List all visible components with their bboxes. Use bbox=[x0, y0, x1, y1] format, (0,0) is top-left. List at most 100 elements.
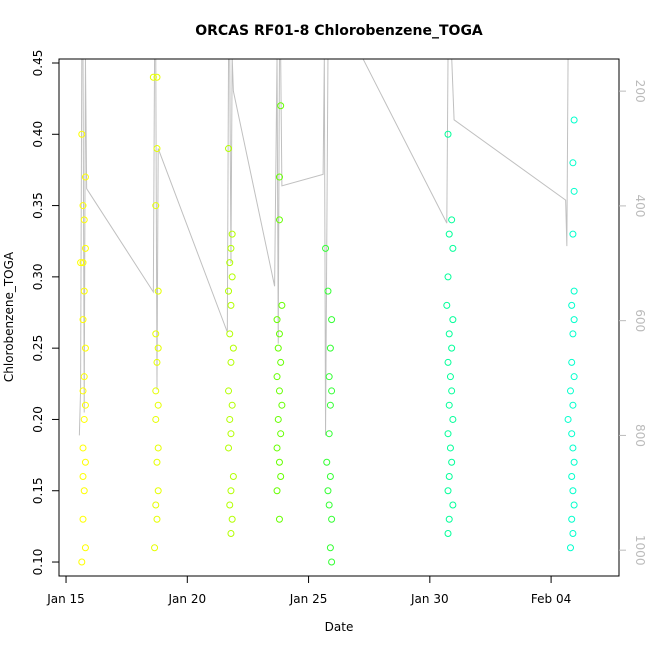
data-point bbox=[445, 515, 453, 523]
data-point bbox=[570, 501, 578, 509]
x-tick-label: Jan 30 bbox=[410, 592, 449, 606]
data-point bbox=[328, 316, 336, 324]
data-point bbox=[566, 544, 574, 552]
data-point bbox=[569, 230, 577, 238]
data-point bbox=[449, 501, 457, 509]
data-point bbox=[568, 515, 576, 523]
data-point bbox=[151, 544, 159, 552]
data-point bbox=[225, 145, 233, 153]
plot-area bbox=[77, 59, 578, 566]
data-point bbox=[79, 316, 87, 324]
data-point bbox=[79, 387, 87, 395]
data-point bbox=[80, 216, 88, 224]
data-point bbox=[273, 444, 281, 452]
data-point bbox=[570, 187, 578, 195]
data-point bbox=[328, 387, 336, 395]
data-point bbox=[227, 430, 235, 438]
data-point bbox=[229, 344, 237, 352]
data-point bbox=[228, 230, 236, 238]
data-point bbox=[152, 415, 160, 423]
data-point bbox=[568, 430, 576, 438]
data-point bbox=[278, 401, 286, 409]
data-point bbox=[81, 544, 89, 552]
data-point bbox=[79, 259, 87, 267]
y-tick-label: 0.40 bbox=[31, 121, 45, 148]
y-tick-label: 0.20 bbox=[31, 406, 45, 433]
data-point bbox=[153, 145, 161, 153]
data-point bbox=[326, 401, 334, 409]
data-point bbox=[324, 487, 332, 495]
data-point bbox=[226, 259, 234, 267]
data-point bbox=[227, 244, 235, 252]
data-point bbox=[444, 130, 452, 138]
data-point bbox=[273, 316, 281, 324]
data-point bbox=[275, 515, 283, 523]
data-point bbox=[153, 458, 161, 466]
data-point bbox=[449, 244, 457, 252]
data-point bbox=[228, 401, 236, 409]
data-point bbox=[566, 387, 574, 395]
data-point bbox=[274, 415, 282, 423]
data-point bbox=[323, 458, 331, 466]
data-point bbox=[445, 472, 453, 480]
data-point bbox=[325, 373, 333, 381]
data-point bbox=[444, 487, 452, 495]
y2-tick-label: 400 bbox=[633, 194, 647, 217]
data-point bbox=[564, 415, 572, 423]
data-point bbox=[277, 430, 285, 438]
data-point bbox=[81, 401, 89, 409]
data-point bbox=[570, 287, 578, 295]
data-point bbox=[80, 287, 88, 295]
plot-frame bbox=[58, 58, 620, 577]
data-point bbox=[153, 515, 161, 523]
data-point bbox=[229, 472, 237, 480]
data-point bbox=[325, 501, 333, 509]
pressure-line bbox=[78, 59, 569, 436]
x-tick-label: Feb 04 bbox=[531, 592, 571, 606]
data-point bbox=[445, 230, 453, 238]
x-axis-label: Date bbox=[325, 620, 354, 634]
data-point bbox=[277, 102, 285, 110]
y-tick-label: 0.35 bbox=[31, 192, 45, 219]
x-tick-label: Jan 25 bbox=[289, 592, 328, 606]
data-point bbox=[79, 472, 87, 480]
data-point bbox=[81, 344, 89, 352]
y-tick-label: 0.30 bbox=[31, 264, 45, 291]
data-point bbox=[226, 415, 234, 423]
data-point bbox=[278, 301, 286, 309]
data-point bbox=[80, 415, 88, 423]
data-point bbox=[228, 273, 236, 281]
data-point bbox=[154, 344, 162, 352]
data-point bbox=[228, 515, 236, 523]
data-point bbox=[149, 73, 157, 81]
data-point bbox=[152, 387, 160, 395]
x-tick-label: Jan 20 bbox=[168, 592, 207, 606]
data-point bbox=[154, 401, 162, 409]
data-point bbox=[569, 444, 577, 452]
data-point bbox=[444, 273, 452, 281]
data-point bbox=[570, 116, 578, 124]
data-point bbox=[328, 558, 336, 566]
data-point bbox=[153, 358, 161, 366]
data-point bbox=[448, 216, 456, 224]
data-point bbox=[277, 472, 285, 480]
data-point bbox=[449, 316, 457, 324]
data-point bbox=[569, 159, 577, 167]
data-point bbox=[275, 387, 283, 395]
x-tick-label: Jan 15 bbox=[46, 592, 85, 606]
data-point bbox=[448, 344, 456, 352]
data-point bbox=[275, 216, 283, 224]
data-point bbox=[273, 487, 281, 495]
y-tick-label: 0.45 bbox=[31, 50, 45, 77]
data-point bbox=[227, 530, 235, 538]
data-point bbox=[78, 558, 86, 566]
data-point bbox=[275, 173, 283, 181]
y-tick-label: 0.10 bbox=[31, 549, 45, 576]
data-point bbox=[227, 358, 235, 366]
data-point bbox=[326, 472, 334, 480]
data-point bbox=[154, 444, 162, 452]
data-point bbox=[446, 373, 454, 381]
data-point bbox=[78, 130, 86, 138]
data-point bbox=[448, 387, 456, 395]
data-point bbox=[80, 487, 88, 495]
